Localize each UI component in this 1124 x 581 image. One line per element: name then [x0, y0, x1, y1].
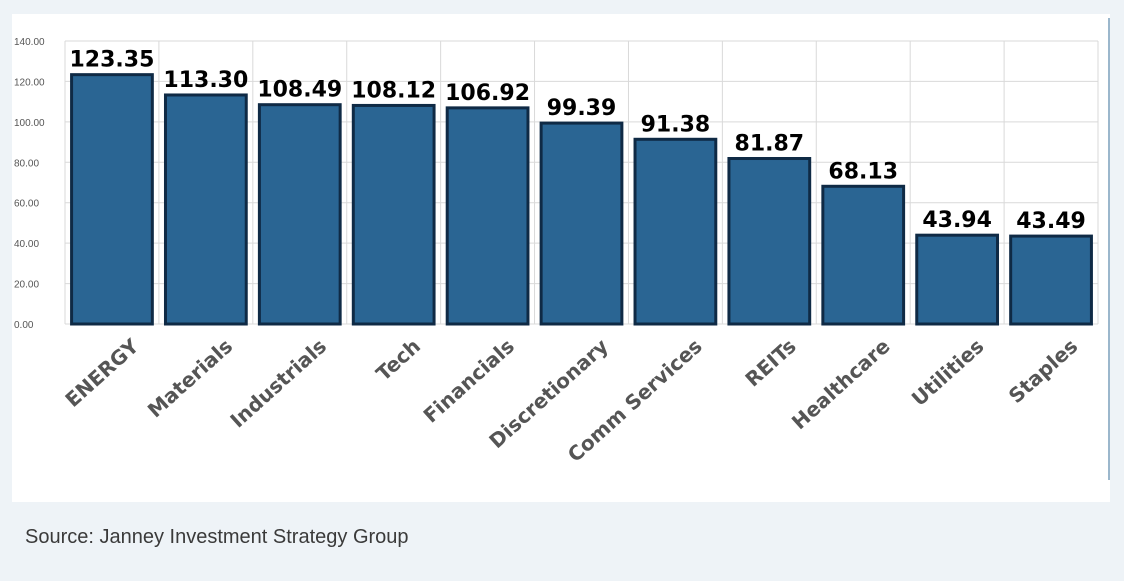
bar-staples [1009, 234, 1093, 326]
bar-materials [163, 93, 248, 326]
bar-comm-services [633, 137, 718, 326]
bar-chart: 0.00 20.00 40.00 60.00 80.00 100.00 120.00 140.… [14, 37, 1099, 467]
value-label: 81.87 [735, 132, 805, 157]
category-label: Tech [371, 334, 425, 386]
y-tick-label: 40.00 [14, 239, 39, 250]
value-label: 106.92 [445, 81, 530, 106]
category-label: Industrials [225, 334, 331, 433]
value-label: 108.49 [257, 78, 342, 103]
value-label: 108.12 [351, 78, 436, 103]
value-label: 43.49 [1016, 209, 1086, 234]
value-label: 68.13 [828, 159, 898, 184]
bar-financials [445, 106, 530, 326]
bar-healthcare [821, 184, 906, 326]
bar-industrials [257, 103, 342, 326]
bars [70, 73, 1093, 326]
bar-discretionary [539, 121, 624, 326]
value-label: 91.38 [641, 112, 711, 137]
y-tick-label: 120.00 [14, 77, 45, 88]
category-label: Staples [1004, 334, 1083, 408]
category-label: Utilities [907, 334, 989, 411]
y-tick-label: 140.00 [14, 37, 45, 48]
bar-utilities [915, 233, 1000, 326]
category-label: Materials [143, 334, 237, 422]
bar-tech [351, 103, 436, 326]
source-note: Source: Janney Investment Strategy Group [25, 526, 409, 548]
category-label: REITs [740, 334, 800, 392]
value-label: 43.94 [922, 208, 992, 233]
y-tick-label: 80.00 [14, 158, 39, 169]
value-label: 113.30 [163, 68, 248, 93]
bar-energy [70, 73, 154, 326]
y-tick-label: 100.00 [14, 118, 45, 129]
bar-reits [727, 157, 812, 326]
panel-edge [1108, 18, 1110, 480]
value-labels: 123.35 113.30 108.49 108.12 106.92 99.39 91.38… [70, 48, 1086, 234]
y-tick-label: 60.00 [14, 199, 39, 210]
value-label: 123.35 [70, 48, 155, 73]
y-tick-label: 20.00 [14, 280, 39, 291]
value-label: 99.39 [547, 96, 617, 121]
y-tick-label: 0.00 [14, 320, 34, 331]
y-axis-ticks: 0.00 20.00 40.00 60.00 80.00 100.00 120.00 140.… [14, 37, 45, 331]
category-label: ENERGY [60, 334, 143, 412]
category-label: Healthcare [787, 334, 895, 434]
category-label: Financials [419, 334, 519, 428]
